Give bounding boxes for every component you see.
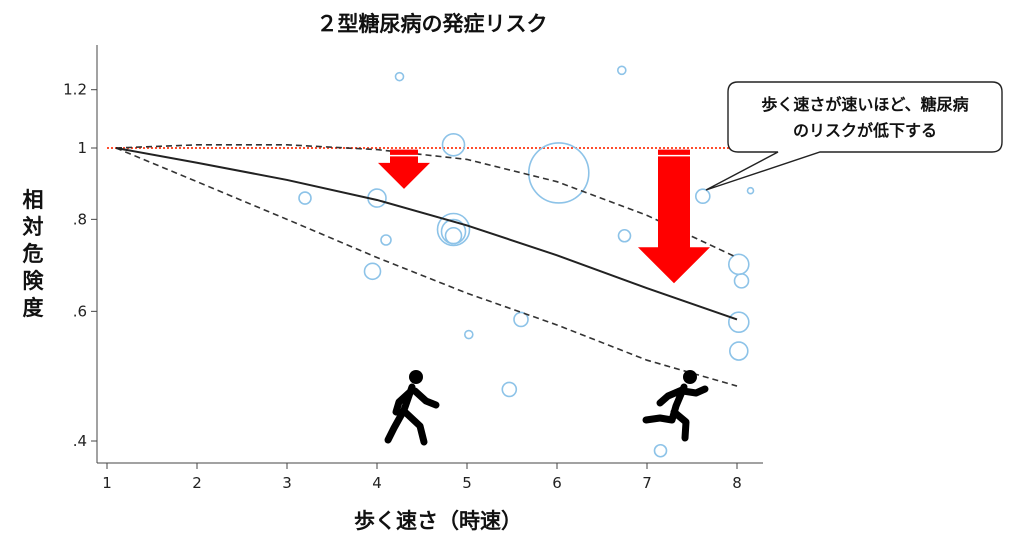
data-point xyxy=(727,311,750,333)
x-tick-label: 4 xyxy=(372,474,382,492)
y-axis-ticks: .4 .6 .8 1 1.2 xyxy=(63,81,97,450)
x-tick-label: 1 xyxy=(102,474,112,492)
callout-bubble xyxy=(705,81,1003,191)
data-point xyxy=(298,191,312,205)
fit-line xyxy=(115,147,738,321)
data-point xyxy=(513,311,529,328)
data-point xyxy=(527,142,590,204)
y-tick-label: 1.2 xyxy=(63,81,87,99)
data-point xyxy=(463,329,474,340)
x-tick-label: 3 xyxy=(282,474,292,492)
data-point xyxy=(501,381,518,398)
x-tick-label: 2 xyxy=(192,474,202,492)
down-arrow xyxy=(638,149,710,284)
data-points xyxy=(298,65,755,458)
data-point xyxy=(394,71,405,82)
y-tick-label: 1 xyxy=(77,139,87,157)
data-point xyxy=(733,273,750,289)
data-point xyxy=(728,341,749,361)
data-point xyxy=(616,65,627,76)
y-tick-label: .8 xyxy=(73,210,87,228)
data-point xyxy=(617,228,632,243)
data-point xyxy=(441,133,466,157)
x-tick-label: 6 xyxy=(552,474,562,492)
data-point xyxy=(444,226,463,245)
annotation-line-1: 歩く速さが速いほど、糖尿病 xyxy=(761,95,968,114)
y-axis-title-char: 危 xyxy=(23,242,44,266)
x-axis-ticks: 1 2 3 4 5 6 7 8 xyxy=(102,463,742,492)
y-axis-title-char: 度 xyxy=(23,296,44,320)
data-point xyxy=(694,188,711,205)
data-point xyxy=(653,443,668,458)
data-point xyxy=(746,186,755,195)
y-axis-title: 相対危険度 xyxy=(23,188,45,320)
y-axis-title-char: 険 xyxy=(23,269,45,293)
y-axis-title-char: 相 xyxy=(23,188,44,212)
data-point xyxy=(380,234,392,246)
risk-arrows xyxy=(378,149,710,284)
ci-lower-line xyxy=(115,147,738,387)
y-axis-title-char: 対 xyxy=(23,215,44,239)
down-arrow xyxy=(378,149,430,189)
fit-and-ci-lines xyxy=(115,144,738,387)
x-tick-label: 7 xyxy=(642,474,652,492)
annotation-callout: 歩く速さが速いほど、糖尿病 のリスクが低下する xyxy=(705,81,1003,191)
x-tick-label: 5 xyxy=(462,474,472,492)
walking-person-icon xyxy=(384,370,440,446)
y-tick-label: .4 xyxy=(73,432,87,450)
y-tick-label: .6 xyxy=(73,302,87,320)
data-point xyxy=(727,253,750,276)
data-point xyxy=(363,262,382,281)
x-axis-title: 歩く速さ（時速） xyxy=(354,509,522,533)
x-tick-label: 8 xyxy=(732,474,742,492)
running-person-icon xyxy=(642,370,709,442)
annotation-line-2: のリスクが低下する xyxy=(793,121,937,140)
chart-title: ２型糖尿病の発症リスク xyxy=(317,12,548,36)
ci-upper-line xyxy=(115,144,738,259)
data-point xyxy=(436,212,471,247)
